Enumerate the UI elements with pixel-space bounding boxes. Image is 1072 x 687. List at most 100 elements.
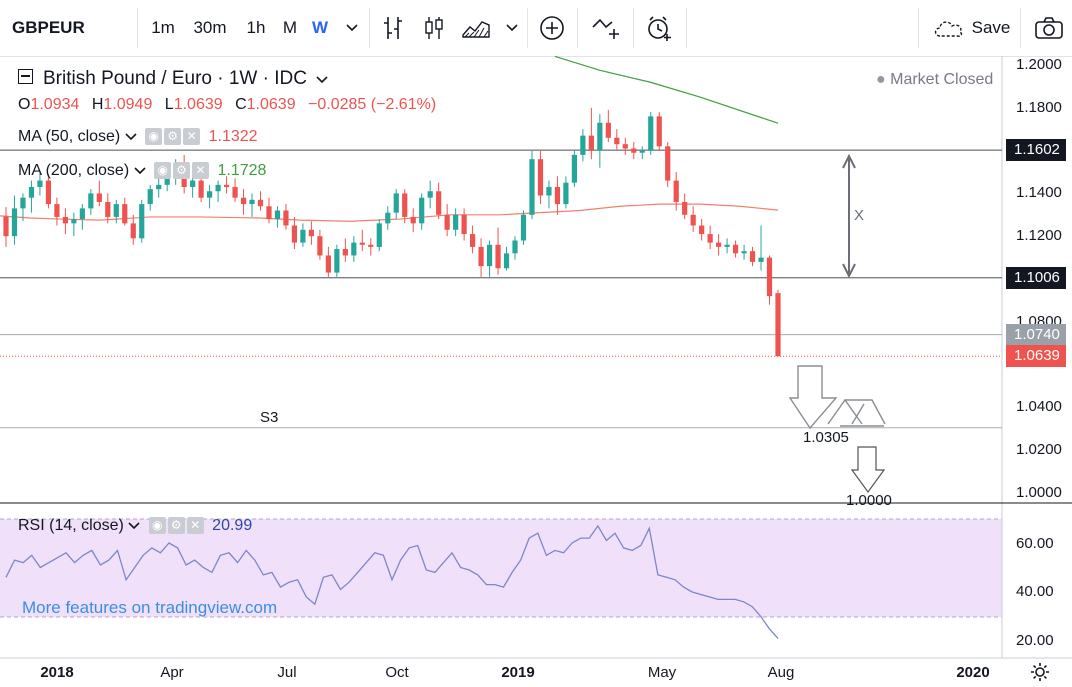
collapse-icon[interactable] [18, 69, 33, 85]
candle-body [45, 180, 52, 205]
candle-body [453, 214, 459, 230]
rsi-label: RSI (14, close) [18, 517, 124, 534]
candle-body [478, 246, 484, 267]
cloud-save-icon [934, 21, 962, 37]
price-chart[interactable] [0, 56, 1072, 687]
interval-1m-button[interactable]: 1m [151, 18, 175, 37]
ma50-path [0, 203, 779, 222]
toolbar-divider [686, 8, 687, 48]
toolbar-divider [1020, 8, 1021, 48]
toolbar-divider [918, 8, 919, 48]
remove-icon[interactable]: ✕ [192, 162, 210, 180]
candle-body [105, 201, 111, 217]
settings-icon[interactable]: ⚙ [167, 517, 185, 535]
candle-body [198, 180, 204, 198]
rsi-band [0, 519, 1002, 617]
candle-body [393, 193, 399, 213]
save-label: Save [971, 18, 1011, 37]
rsi-legend[interactable]: RSI (14, close) ◉ ⚙ ✕ 20.99 [18, 517, 252, 535]
candle-body [512, 240, 518, 254]
area-chart-icon[interactable] [456, 0, 496, 56]
add-indicator-icon[interactable] [532, 0, 572, 56]
ohlc-values: O1.0934 H1.0949 L1.0639 C1.0639 −0.0285 … [18, 96, 437, 113]
compare-icon[interactable] [584, 0, 628, 56]
time-tick-label: Jul [277, 664, 297, 681]
remove-icon[interactable]: ✕ [183, 128, 201, 146]
open-value: 1.0934 [30, 96, 80, 113]
candle-body [419, 197, 425, 224]
candle-body [334, 249, 340, 273]
price-tick-label: 1.1200 [1016, 227, 1062, 245]
promo-link[interactable]: More features on tradingview.com [22, 598, 278, 617]
down-arrow-small [850, 446, 886, 494]
time-tick-label: 2018 [40, 664, 74, 681]
toolbar-divider [577, 8, 578, 48]
candle-body [758, 257, 764, 262]
close-value: 1.0639 [246, 96, 296, 113]
rsi-line [5, 524, 779, 639]
candle-body [232, 186, 238, 198]
down-arrow-large [788, 365, 838, 430]
price-tag: 1.0740 [1006, 323, 1066, 346]
candle-body [28, 186, 35, 198]
candle-body [673, 180, 679, 202]
candle-body [605, 122, 611, 138]
candle-body [486, 244, 493, 267]
candle-body [427, 191, 433, 198]
alert-icon[interactable] [638, 0, 680, 56]
candle-body [385, 212, 391, 224]
ma50-legend[interactable]: MA (50, close) ◉ ⚙ ✕ 1.1322 [18, 128, 258, 146]
candle-body [317, 236, 323, 256]
bar-chart-icon[interactable] [374, 0, 412, 56]
chevron-down-icon[interactable] [128, 522, 140, 530]
candle-body [554, 186, 561, 205]
candle-body [359, 242, 365, 245]
candle-body [402, 193, 408, 217]
chevron-down-icon[interactable] [125, 133, 137, 141]
s3-value-label: 1.0305 [803, 429, 849, 446]
interval-1h-button[interactable]: 1h [246, 18, 266, 37]
candles [3, 107, 781, 357]
interval-week-button[interactable]: W [311, 18, 329, 37]
candle-body [223, 184, 230, 187]
gear-icon[interactable] [1030, 662, 1050, 682]
candlestick-icon[interactable] [416, 0, 452, 56]
price-tag: 1.0639 [1006, 345, 1066, 368]
price-tick-label: 1.1400 [1016, 184, 1062, 202]
eye-icon[interactable]: ◉ [154, 162, 172, 180]
remove-icon[interactable]: ✕ [186, 517, 204, 535]
chevron-down-icon[interactable] [340, 0, 364, 56]
ma200-value: 1.1728 [217, 162, 267, 179]
chevron-down-icon[interactable] [134, 167, 146, 175]
candle-body [207, 191, 213, 198]
price-tick-label: 1.1800 [1016, 98, 1062, 116]
candle-body [410, 216, 416, 224]
chevron-down-icon[interactable] [500, 0, 524, 56]
candle-body [639, 150, 645, 153]
low-value: 1.0639 [173, 96, 223, 113]
candle-body [215, 184, 221, 192]
candle-body [156, 184, 162, 190]
candle-body [325, 255, 331, 273]
candle-body [139, 204, 145, 239]
save-button[interactable]: Save [928, 0, 1014, 56]
candle-body [274, 210, 281, 220]
ma200-legend[interactable]: MA (200, close) ◉ ⚙ ✕ 1.1728 [18, 162, 266, 180]
candle-body [342, 249, 348, 256]
settings-icon[interactable]: ⚙ [164, 128, 182, 146]
eye-icon[interactable]: ◉ [145, 128, 163, 146]
candle-body [308, 229, 315, 237]
high-value: 1.0949 [103, 96, 153, 113]
camera-icon[interactable] [1026, 0, 1072, 56]
chevron-down-icon[interactable] [316, 76, 328, 84]
candle-body [79, 208, 85, 220]
candle-body [147, 189, 153, 205]
eye-icon[interactable]: ◉ [148, 517, 166, 535]
candle-body [546, 186, 552, 196]
candle-body [520, 214, 527, 241]
symbol-button[interactable]: GBPEUR [12, 18, 85, 37]
chart-title[interactable]: British Pound / Euro · 1W · IDC [18, 68, 328, 90]
settings-icon[interactable]: ⚙ [173, 162, 191, 180]
interval-month-button[interactable]: M [282, 18, 298, 37]
interval-30m-button[interactable]: 30m [193, 18, 227, 37]
